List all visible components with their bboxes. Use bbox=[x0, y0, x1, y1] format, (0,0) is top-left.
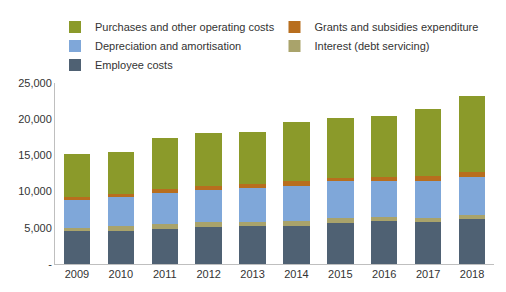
svg-text:2009: 2009 bbox=[65, 268, 89, 280]
svg-text:2017: 2017 bbox=[416, 268, 440, 280]
svg-text:2011: 2011 bbox=[153, 268, 177, 280]
svg-text:2016: 2016 bbox=[372, 268, 396, 280]
svg-text:Depreciation and amortisation: Depreciation and amortisation bbox=[95, 40, 241, 52]
svg-text:2018: 2018 bbox=[460, 268, 484, 280]
svg-text:5,000: 5,000 bbox=[24, 222, 52, 234]
svg-text:-: - bbox=[48, 258, 52, 270]
svg-text:10,000: 10,000 bbox=[18, 185, 52, 197]
svg-text:15,000: 15,000 bbox=[18, 149, 52, 161]
svg-text:25,000: 25,000 bbox=[18, 77, 52, 89]
svg-text:Interest (debt servicing): Interest (debt servicing) bbox=[315, 40, 430, 52]
svg-text:2012: 2012 bbox=[196, 268, 220, 280]
svg-text:Employee costs: Employee costs bbox=[95, 59, 173, 71]
svg-text:2015: 2015 bbox=[328, 268, 352, 280]
svg-text:20,000: 20,000 bbox=[18, 113, 52, 125]
svg-text:Grants and subsidies expenditu: Grants and subsidies expenditure bbox=[315, 21, 479, 33]
svg-text:2014: 2014 bbox=[284, 268, 308, 280]
svg-text:Purchases and other operating: Purchases and other operating costs bbox=[95, 21, 275, 33]
svg-text:2013: 2013 bbox=[240, 268, 264, 280]
svg-text:2010: 2010 bbox=[109, 268, 133, 280]
